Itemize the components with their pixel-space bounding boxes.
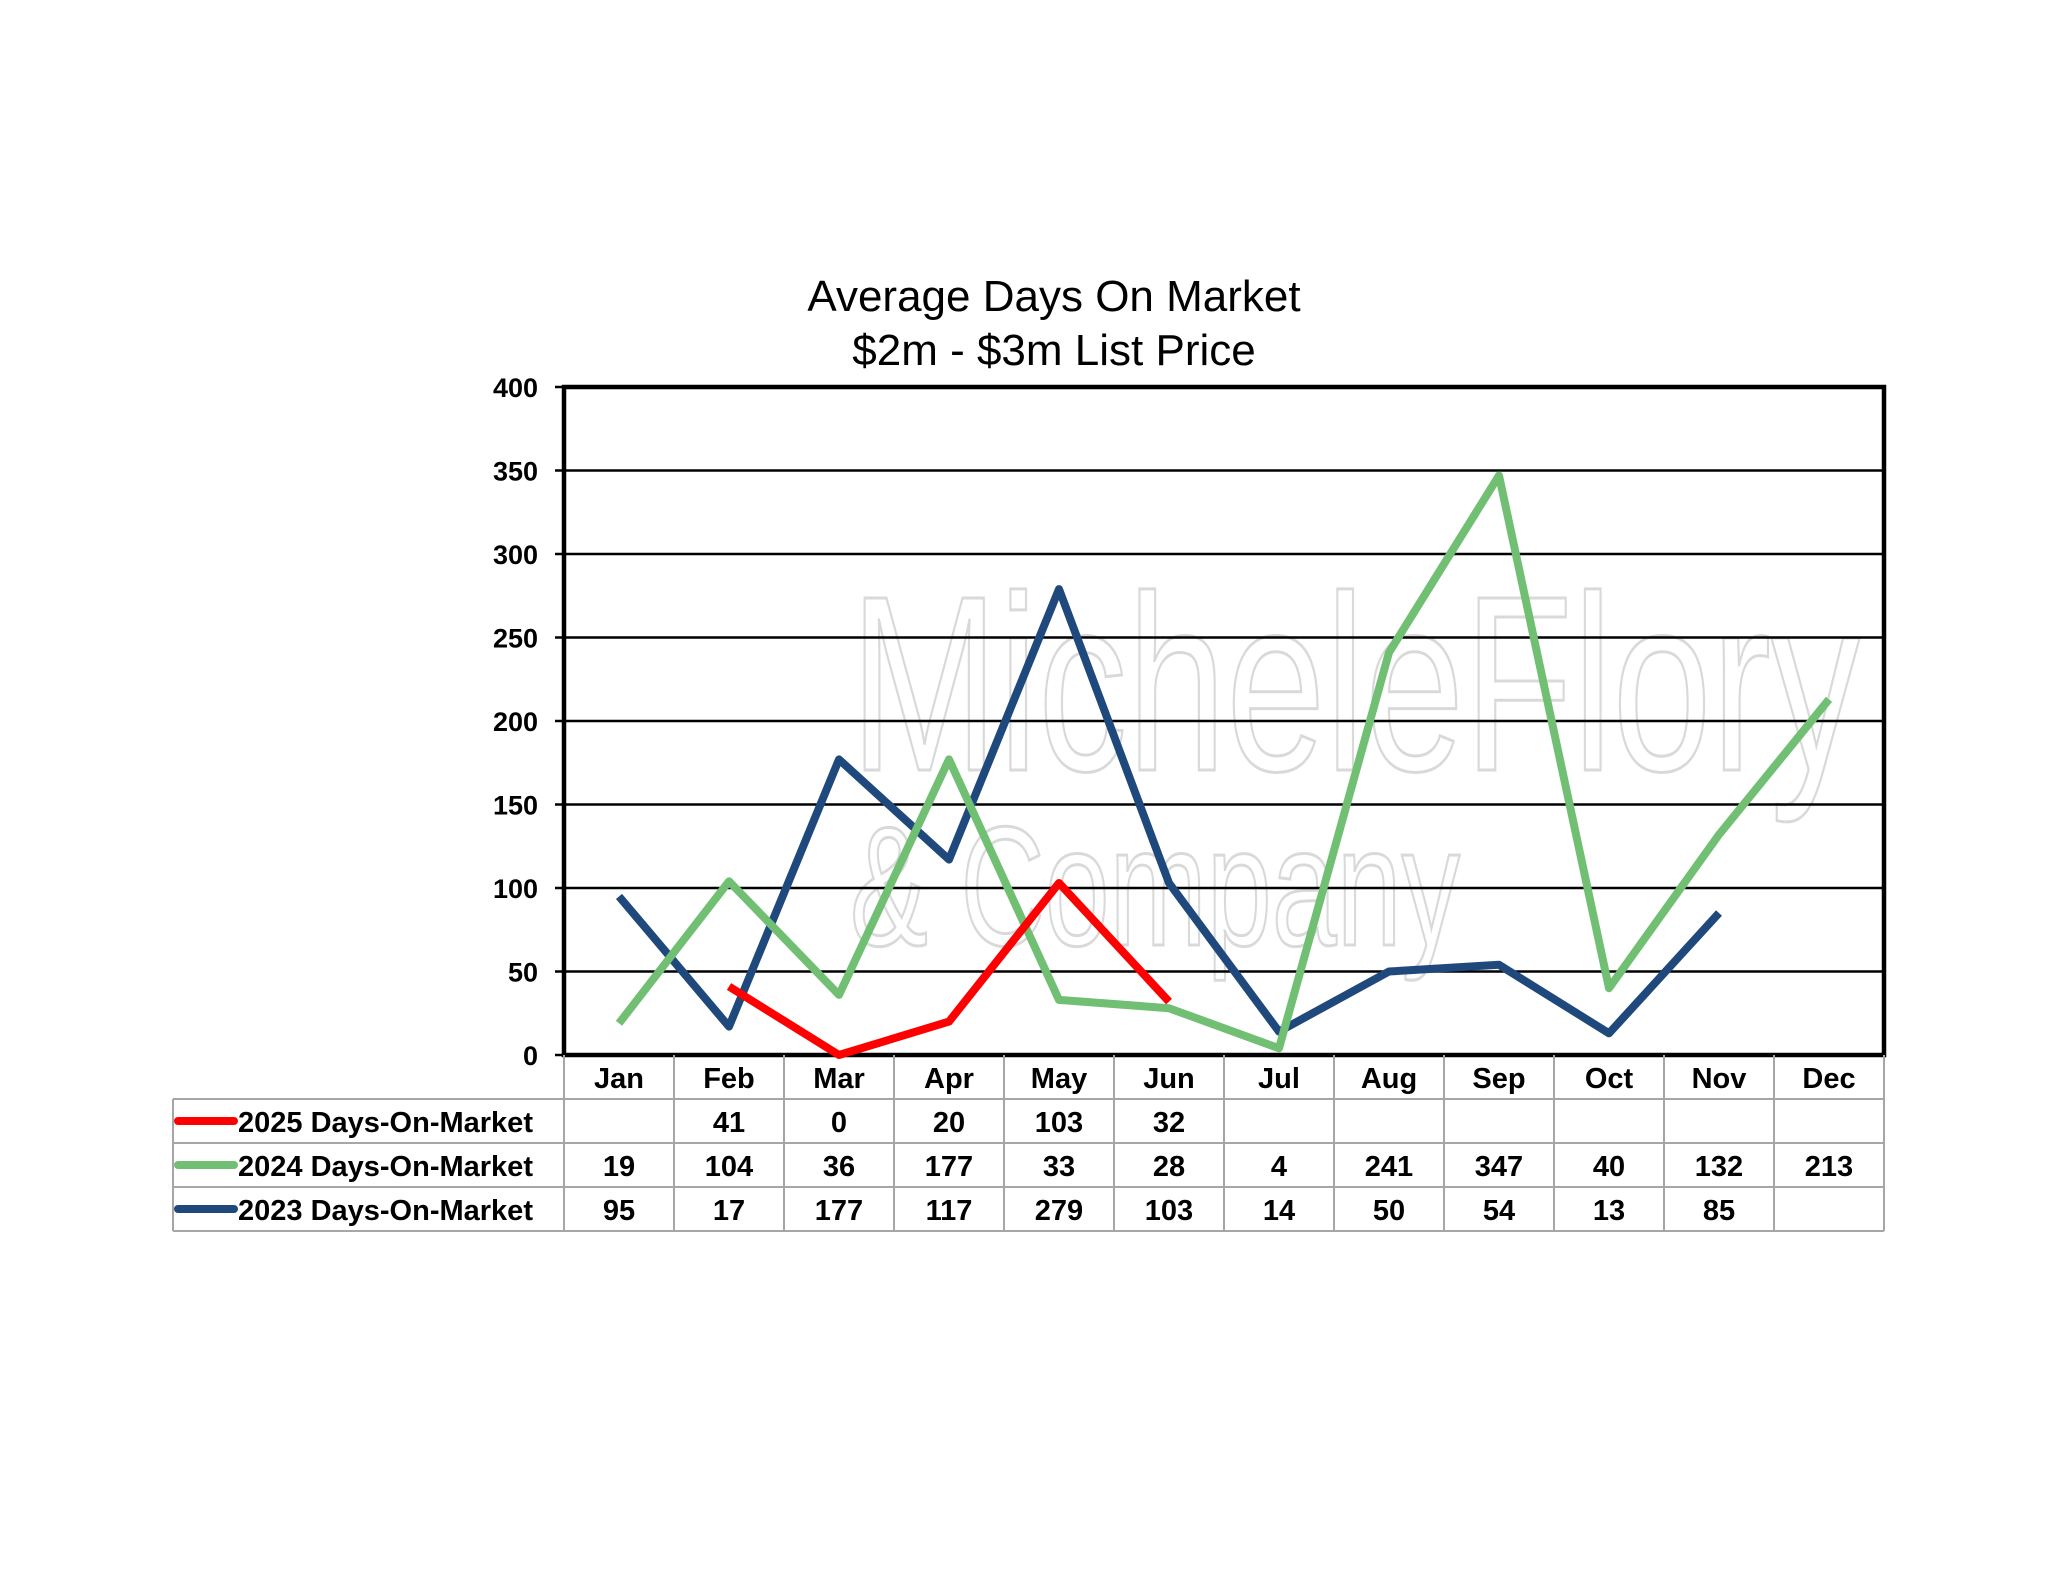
data-label: 347: [1475, 1151, 1523, 1183]
series-name: 2025 Days-On-Market: [238, 1107, 533, 1139]
x-tick-label: Apr: [924, 1063, 974, 1095]
data-label: 33: [1043, 1151, 1075, 1183]
y-tick-label: 0: [523, 1041, 538, 1071]
series-name: 2023 Days-On-Market: [238, 1195, 533, 1227]
x-tick-label: Aug: [1361, 1063, 1417, 1095]
x-tick-label: Nov: [1692, 1063, 1747, 1095]
series-line: [615, 471, 1833, 1053]
x-tick-label: Mar: [813, 1063, 865, 1095]
data-label: 40: [1593, 1151, 1625, 1183]
data-label: 279: [1035, 1195, 1083, 1227]
data-label: 241: [1365, 1151, 1413, 1183]
chart-title: Average Days On Market: [807, 272, 1300, 321]
data-label: 95: [603, 1195, 635, 1227]
data-label: 213: [1805, 1151, 1853, 1183]
data-label: 14: [1263, 1195, 1295, 1227]
x-tick-label: Oct: [1585, 1063, 1634, 1095]
data-label: 28: [1153, 1151, 1185, 1183]
y-tick-label: 300: [493, 540, 538, 570]
data-label: 50: [1373, 1195, 1405, 1227]
data-label: 117: [926, 1195, 973, 1227]
series-line: [726, 879, 1172, 1059]
x-tick-label: May: [1031, 1063, 1087, 1095]
data-label: 20: [933, 1107, 965, 1139]
x-tick-label: Jun: [1143, 1063, 1195, 1095]
y-tick-label: 400: [493, 373, 538, 403]
x-tick-label: Feb: [703, 1063, 755, 1095]
series-line: [615, 585, 1722, 1038]
series-name: 2024 Days-On-Market: [238, 1151, 533, 1183]
data-label: 177: [815, 1195, 863, 1227]
data-label: 104: [705, 1151, 753, 1183]
data-label: 19: [603, 1151, 635, 1183]
y-tick-label: 200: [493, 707, 538, 737]
y-tick-label: 350: [493, 457, 538, 487]
x-tick-label: Dec: [1802, 1063, 1855, 1095]
data-label: 103: [1145, 1195, 1193, 1227]
data-label: 4: [1271, 1151, 1287, 1183]
x-tick-label: Sep: [1472, 1063, 1525, 1095]
chart-subtitle: $2m - $3m List Price: [852, 326, 1255, 375]
y-tick-label: 50: [508, 958, 538, 988]
y-tick-label: 100: [493, 874, 538, 904]
y-tick-label: 250: [493, 624, 538, 654]
data-label: 132: [1695, 1151, 1743, 1183]
x-tick-label: Jan: [594, 1063, 644, 1095]
data-label: 85: [1703, 1195, 1735, 1227]
data-label: 177: [925, 1151, 973, 1183]
data-label: 17: [713, 1195, 745, 1227]
data-label: 54: [1483, 1195, 1515, 1227]
data-label: 36: [823, 1151, 855, 1183]
data-label: 32: [1153, 1107, 1185, 1139]
y-tick-label: 150: [493, 791, 538, 821]
data-label: 13: [1593, 1195, 1625, 1227]
data-label: 41: [713, 1107, 745, 1139]
data-label: 103: [1035, 1107, 1083, 1139]
data-label: 0: [831, 1107, 847, 1139]
x-tick-label: Jul: [1258, 1063, 1300, 1095]
